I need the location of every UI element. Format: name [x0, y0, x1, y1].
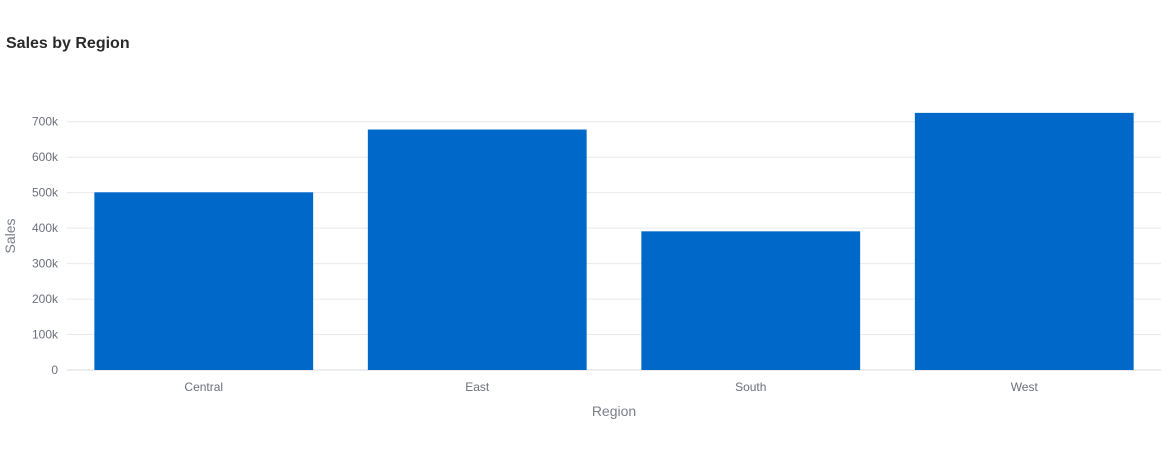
x-tick-label: West [1011, 380, 1039, 394]
bar-south [641, 231, 861, 370]
y-tick-label: 600k [32, 150, 59, 164]
x-tick-label: Central [184, 380, 223, 394]
y-axis-title: Sales [2, 218, 18, 253]
y-tick-label: 700k [32, 115, 59, 129]
bar-central [94, 192, 314, 370]
y-axis-ticks: 0 100k 200k 300k 400k 500k 600k 700k [32, 115, 59, 377]
x-axis-ticks: Central East South West [184, 380, 1038, 394]
x-tick-label: East [465, 380, 490, 394]
bars [94, 112, 1134, 370]
y-tick-label: 200k [32, 292, 59, 306]
chart-title: Sales by Region [6, 35, 130, 52]
y-tick-label: 500k [32, 186, 59, 200]
x-tick-label: South [735, 380, 766, 394]
y-tick-label: 0 [51, 363, 58, 377]
y-tick-label: 300k [32, 257, 59, 271]
bar-east [367, 129, 587, 370]
bar-west [914, 112, 1134, 370]
x-axis-title: Region [592, 403, 636, 419]
y-tick-label: 100k [32, 328, 59, 342]
y-tick-label: 400k [32, 221, 59, 235]
